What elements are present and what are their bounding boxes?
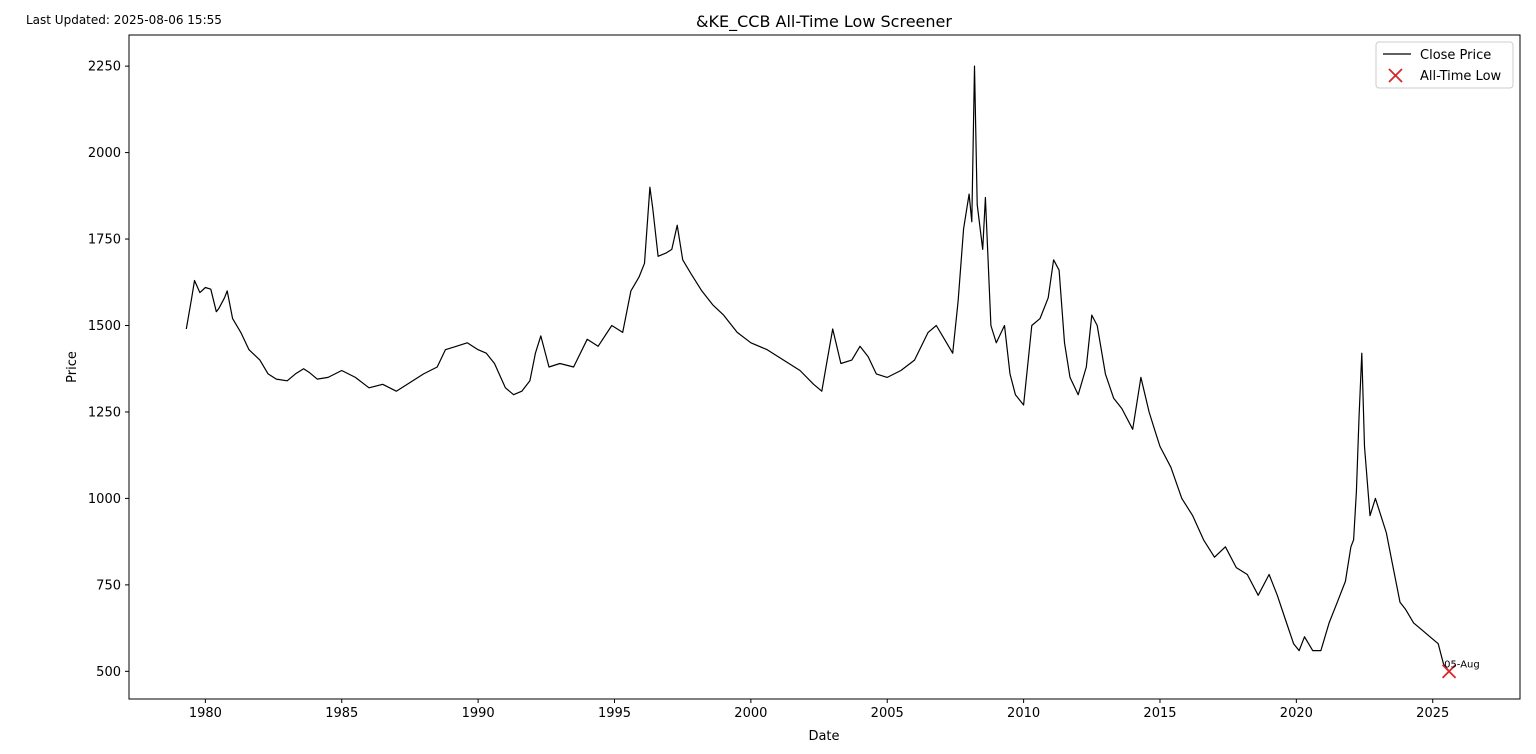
all-time-low-marker-stroke [1441, 664, 1457, 679]
chart-title: &KE_CCB All-Time Low Screener [696, 12, 952, 32]
y-tick-label: 2250 [88, 60, 121, 75]
y-tick-label: 500 [96, 665, 121, 680]
x-tick-label: 1985 [325, 706, 358, 721]
y-tick-label: 1500 [88, 319, 121, 334]
x-tick-label: 1995 [598, 706, 631, 721]
y-tick-label: 750 [96, 578, 121, 593]
x-tick-label: 2000 [734, 706, 767, 721]
y-axis-label: Price [65, 351, 80, 383]
y-tick-label: 2000 [88, 146, 121, 161]
close-price-line [185, 65, 1450, 672]
x-tick-label: 1980 [189, 706, 222, 721]
y-tick-label: 1250 [88, 405, 121, 420]
x-tick-label: 2020 [1280, 706, 1313, 721]
x-tick-label: 2005 [871, 706, 904, 721]
x-tick-label: 1990 [462, 706, 495, 721]
last-updated-text: Last Updated: 2025-08-06 15:55 [26, 13, 222, 27]
plot-frame [128, 34, 1521, 700]
x-axis-label: Date [808, 729, 839, 744]
all-time-low-date-label: 05-Aug [1444, 659, 1480, 670]
all-time-low-marker [1441, 664, 1457, 679]
legend-close-price-label: Close Price [1420, 48, 1491, 63]
y-tick-label: 1000 [88, 492, 121, 507]
legend-all-time-low-label: All-Time Low [1420, 69, 1502, 84]
legend-all-time-low-swatch [1388, 68, 1403, 83]
x-tick-label: 2010 [1007, 706, 1040, 721]
legend: Close Price All-Time Low [1375, 41, 1514, 89]
x-tick-label: 2015 [1143, 706, 1176, 721]
x-tick-label: 2025 [1416, 706, 1449, 721]
y-tick-label: 1750 [88, 233, 121, 248]
